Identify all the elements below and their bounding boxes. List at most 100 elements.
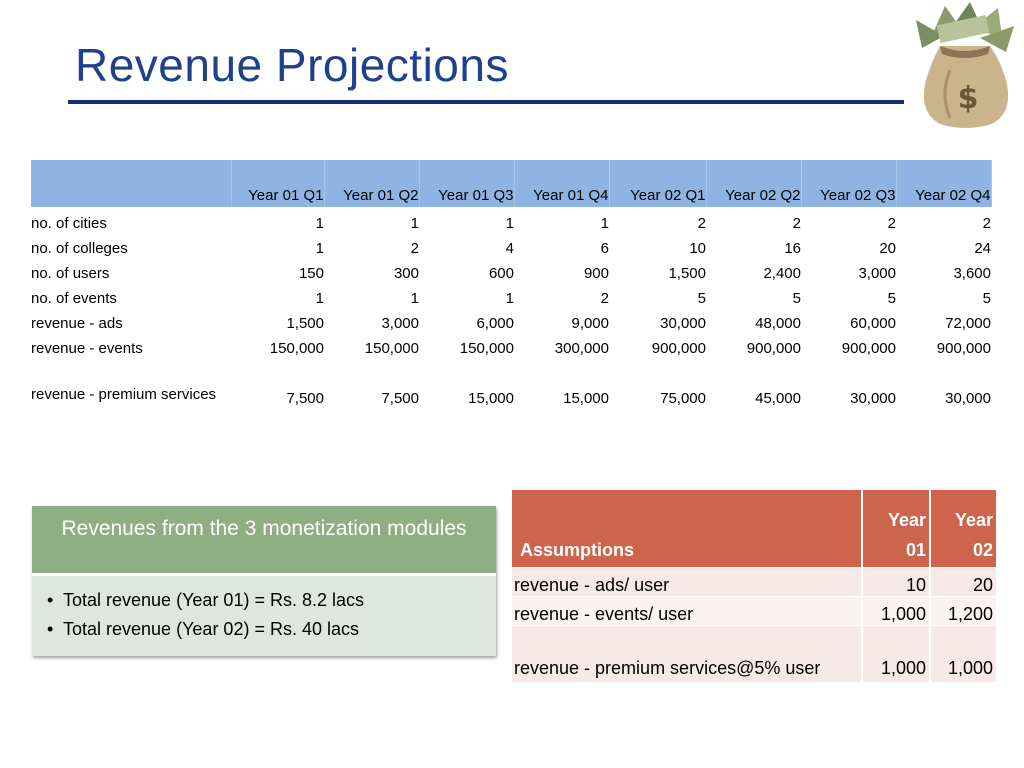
table-cell: 72,000: [945, 315, 991, 332]
table-cell: 20: [879, 240, 896, 257]
header-cell: Year 01 Q2: [324, 160, 420, 207]
table-cell: 1: [600, 215, 609, 232]
table-cell: 75,000: [660, 390, 706, 407]
assumptions-table: Assumptions Year 01 Year 02 revenue - ad…: [512, 490, 996, 682]
revenues-heading: Revenues from the 3 monetization modules: [32, 506, 496, 576]
table-cell: 5: [697, 290, 706, 307]
table-cell: 300: [393, 265, 419, 282]
table-row: revenue - ads 1,500 3,000 6,000 9,000 30…: [31, 307, 991, 332]
slide-title: Revenue Projections: [75, 39, 509, 91]
row-label: no. of events: [31, 290, 117, 307]
table-cell: 60,000: [850, 315, 896, 332]
table-cell: 1: [505, 290, 514, 307]
table-cell: 5: [887, 290, 896, 307]
row-label: revenue - premium services@5% user: [512, 625, 863, 682]
table-cell: 1: [315, 240, 324, 257]
table-cell: 10: [689, 240, 706, 257]
table-cell: 3,000: [858, 265, 896, 282]
table-cell: 30,000: [850, 390, 896, 407]
table-cell: 6,000: [476, 315, 514, 332]
header-cell: Year 02 Q4: [896, 160, 992, 207]
row-label: revenue - ads: [31, 315, 123, 332]
table-cell: 1: [505, 215, 514, 232]
table-cell: 30,000: [945, 390, 991, 407]
list-item-text: Total revenue (Year 02) = Rs. 40 lacs: [63, 619, 359, 639]
table-cell: 3,000: [381, 315, 419, 332]
table-cell: 2: [887, 215, 896, 232]
header-cell: Year 01 Q1: [231, 160, 325, 207]
bullet-icon: •: [47, 619, 54, 639]
table-row: no. of cities 1 1 1 1 2 2 2 2: [31, 207, 991, 232]
table-row: revenue - premium services@5% user 1,000…: [512, 625, 996, 682]
table-cell: 900: [583, 265, 609, 282]
table-cell: 1: [410, 290, 419, 307]
table-cell: 2: [982, 215, 991, 232]
table-cell: 2: [600, 290, 609, 307]
money-bag-icon: $: [916, 2, 1014, 128]
revenues-summary-box: Revenues from the 3 monetization modules…: [32, 506, 496, 656]
table-cell: 24: [974, 240, 991, 257]
table-cell: 7,500: [381, 390, 419, 407]
list-item-text: Total revenue (Year 01) = Rs. 8.2 lacs: [63, 590, 364, 610]
table-cell: 900,000: [936, 340, 991, 357]
table-cell: 2: [697, 215, 706, 232]
table-cell: 1,000: [862, 625, 931, 682]
table-header-row: Year 01 Q1 Year 01 Q2 Year 01 Q3 Year 01…: [31, 160, 992, 207]
row-label: no. of cities: [31, 215, 107, 232]
title-underline: [68, 100, 904, 104]
table-cell: 900,000: [651, 340, 706, 357]
table-cell: 1,000: [862, 596, 931, 626]
table-cell: 16: [784, 240, 801, 257]
header-cell: Year 01: [862, 490, 931, 568]
table-cell: 9,000: [571, 315, 609, 332]
table-row: revenue - events 150,000 150,000 150,000…: [31, 332, 991, 357]
table-cell: 300,000: [554, 340, 609, 357]
table-cell: 2: [792, 215, 801, 232]
table-row: no. of colleges 1 2 4 6 10 16 20 24: [31, 232, 991, 257]
row-label: no. of users: [31, 265, 110, 282]
header-cell: [31, 160, 232, 207]
revenue-projections-table: Year 01 Q1 Year 01 Q2 Year 01 Q3 Year 01…: [31, 160, 992, 407]
row-label: revenue - ads/ user: [512, 567, 863, 597]
table-cell: 5: [792, 290, 801, 307]
table-cell: 1: [315, 215, 324, 232]
row-label: revenue - events/ user: [512, 596, 863, 626]
header-cell: Year 02 Q2: [706, 160, 802, 207]
table-cell: 900,000: [746, 340, 801, 357]
row-label: revenue - events: [31, 340, 143, 357]
revenues-list: • Total revenue (Year 01) = Rs. 8.2 lacs …: [32, 576, 496, 644]
header-cell: Year 02 Q1: [609, 160, 707, 207]
table-cell: 10: [862, 567, 931, 597]
table-cell: 45,000: [755, 390, 801, 407]
table-cell: 150,000: [459, 340, 514, 357]
table-cell: 600: [488, 265, 514, 282]
header-cell: Year 01 Q4: [514, 160, 610, 207]
table-cell: 150,000: [269, 340, 324, 357]
table-cell: 20: [930, 567, 996, 597]
table-row: revenue - ads/ user 10 20: [512, 567, 996, 597]
table-cell: 1,200: [930, 596, 996, 626]
header-cell: Assumptions: [512, 490, 863, 568]
svg-text:$: $: [958, 81, 979, 116]
table-row: revenue - events/ user 1,000 1,200: [512, 596, 996, 626]
list-item: • Total revenue (Year 02) = Rs. 40 lacs: [47, 615, 496, 644]
table-header-row: Assumptions Year 01 Year 02: [512, 490, 996, 568]
row-label: no. of colleges: [31, 240, 128, 257]
table-row: no. of events 1 1 1 2 5 5 5 5: [31, 282, 991, 307]
table-cell: 15,000: [563, 390, 609, 407]
bullet-icon: •: [47, 590, 54, 610]
header-cell: Year 02 Q3: [801, 160, 897, 207]
table-cell: 6: [600, 240, 609, 257]
table-cell: 4: [505, 240, 514, 257]
table-cell: 900,000: [841, 340, 896, 357]
table-cell: 3,600: [953, 265, 991, 282]
row-label: revenue - premium services: [31, 386, 217, 403]
table-cell: 1: [315, 290, 324, 307]
table-cell: 15,000: [468, 390, 514, 407]
table-cell: 1,500: [286, 315, 324, 332]
table-cell: 2,400: [763, 265, 801, 282]
table-cell: 30,000: [660, 315, 706, 332]
table-cell: 48,000: [755, 315, 801, 332]
table-row: revenue - premium services 7,500 7,500 1…: [31, 357, 991, 407]
table-cell: 7,500: [286, 390, 324, 407]
